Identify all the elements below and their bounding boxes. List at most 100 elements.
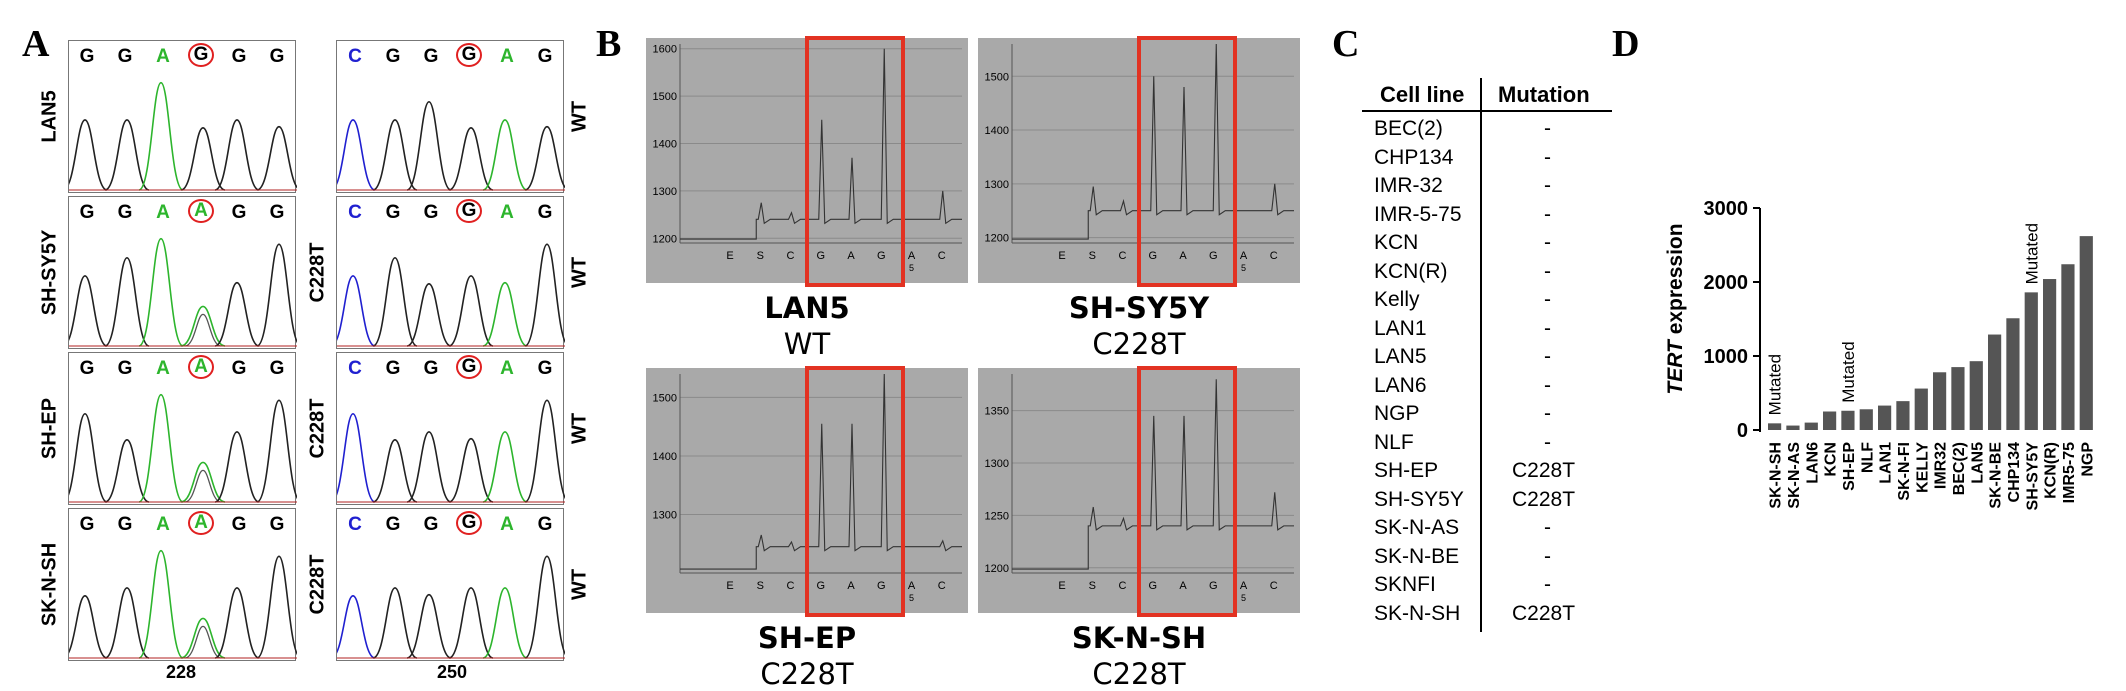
trace-peak — [104, 587, 150, 659]
table-cell-line: NLF — [1374, 430, 1414, 454]
y-tick-label: 1400 — [985, 125, 1009, 137]
trace-peak — [256, 399, 297, 503]
y-axis-label-italic: TERT — [1664, 338, 1687, 395]
trace-left-3 — [69, 549, 297, 659]
base-call: G — [79, 358, 95, 379]
bar — [1768, 423, 1782, 430]
table-cell-line: LAN6 — [1374, 373, 1427, 397]
bar — [1969, 361, 1983, 430]
table-cell-mutation: - — [1544, 402, 1551, 425]
mutated-annotation: Mutated — [2022, 223, 2041, 284]
panel-label-a: A — [22, 23, 50, 65]
bar — [1878, 405, 1892, 430]
trace-right-1 — [337, 243, 565, 347]
dispensation-label: S — [1089, 580, 1096, 592]
y-axis-label-rest: expression — [1664, 223, 1687, 340]
table-cell-mutation: - — [1544, 231, 1551, 254]
trace-peak — [138, 549, 184, 659]
trace-peak — [138, 393, 184, 503]
table-cell-mutation: - — [1544, 316, 1551, 340]
table-cell-line: NGP — [1374, 402, 1420, 425]
table-cell-line: SH-SY5Y — [1374, 487, 1464, 511]
base-call: G — [385, 358, 401, 379]
table-header-rule — [1362, 110, 1612, 112]
x-tick-label: CHP134 — [2006, 442, 2023, 503]
dispensation-sublabel: 5 — [1241, 593, 1246, 603]
base-call: C — [348, 46, 362, 67]
table-cell-line: SKNFI — [1374, 573, 1436, 596]
dispensation-label: A — [1240, 250, 1248, 262]
table-cell-mutation: - — [1544, 288, 1551, 311]
base-call: G — [269, 46, 285, 67]
highlighted-base-call: G — [456, 199, 482, 223]
trace-peak — [69, 275, 108, 347]
trace-peak — [406, 101, 452, 191]
y-tick-label: 1300 — [653, 509, 677, 521]
y-tick-label: 1300 — [653, 186, 677, 198]
table-cell-line: KCN — [1374, 231, 1419, 254]
panel-b-pyrograms: 1600 1500 1400 1300 1200 E S C G A G A C 5 LAN5 WT 1500 1… — [600, 0, 1320, 691]
highlighted-base-call: A — [188, 355, 214, 379]
dispensation-label: C — [1270, 580, 1278, 592]
trace-peak — [180, 461, 226, 503]
trace-peak — [524, 125, 565, 191]
dispensation-label: G — [877, 250, 886, 262]
dispensation-label: A — [1240, 580, 1248, 592]
y-tick-label: 1250 — [985, 510, 1009, 522]
trace-peak — [448, 275, 494, 347]
pyrogram-trace — [680, 48, 962, 240]
table-cell-mutation: C228T — [1512, 459, 1576, 482]
dispensation-label: S — [1089, 250, 1096, 262]
pyrogram-trace — [1012, 379, 1294, 570]
x-tick-label: SH-SY5Y — [2024, 442, 2041, 511]
trace-peak — [372, 439, 418, 503]
base-call: G — [231, 358, 247, 379]
base-call: C — [348, 514, 362, 535]
x-tick-label: KCN(R) — [2043, 442, 2060, 499]
dispensation-sublabel: 5 — [909, 593, 914, 603]
trace-peak — [337, 275, 376, 347]
dispensation-label: A — [908, 250, 916, 262]
pyrogram-trace — [680, 373, 962, 570]
trace-left-0 — [69, 81, 297, 191]
table-cell-line: LAN1 — [1374, 316, 1427, 340]
x-tick-label: SK-N-BE — [1988, 442, 2005, 509]
dispensation-sublabel: 5 — [909, 263, 914, 273]
row-label-reference: WT — [568, 100, 591, 132]
trace-peak — [337, 595, 376, 659]
table-cell-mutation: - — [1544, 117, 1551, 140]
table-cell-line: LAN5 — [1374, 345, 1427, 368]
y-tick-label: 1500 — [985, 71, 1009, 83]
trace-left-1 — [69, 237, 297, 347]
base-call: G — [385, 514, 401, 535]
trace-peak — [524, 399, 565, 503]
base-call: A — [156, 514, 170, 535]
x-tick-label: LAN6 — [1804, 442, 1821, 484]
y-tick-label: 2000 — [1704, 272, 1749, 294]
highlighted-base-call: A — [188, 511, 214, 535]
trace-peak-secondary — [184, 469, 222, 503]
trace-peak — [482, 587, 528, 659]
x-tick-label: NLF — [1859, 442, 1876, 473]
bar — [1988, 334, 2002, 430]
trace-peak — [138, 237, 184, 347]
table-cell-mutation: - — [1544, 373, 1551, 397]
bar — [1896, 401, 1910, 430]
x-tick-label: LAN5 — [1969, 442, 1986, 484]
panel-a-chromatograms: G G A G G G C G G G A G LAN5 WT G G A A G G C G G G A G SH-SY5Y C22… — [0, 0, 591, 690]
x-tick-label: IMR5-75 — [2061, 442, 2078, 503]
pyrogram-cell-line-label: SH-EP — [757, 621, 857, 655]
bar — [2006, 318, 2020, 430]
trace-peak — [372, 587, 418, 659]
table-cell-mutation: - — [1544, 544, 1551, 568]
table-cell-line: CHP134 — [1374, 145, 1454, 169]
y-tick-label: 1000 — [1704, 346, 1749, 368]
base-call: G — [423, 514, 439, 535]
row-label-cell-line: SH-SY5Y — [38, 229, 61, 315]
dispensation-label: C — [1119, 250, 1127, 262]
bar — [1951, 367, 1965, 430]
y-tick-label: 1200 — [985, 563, 1009, 575]
